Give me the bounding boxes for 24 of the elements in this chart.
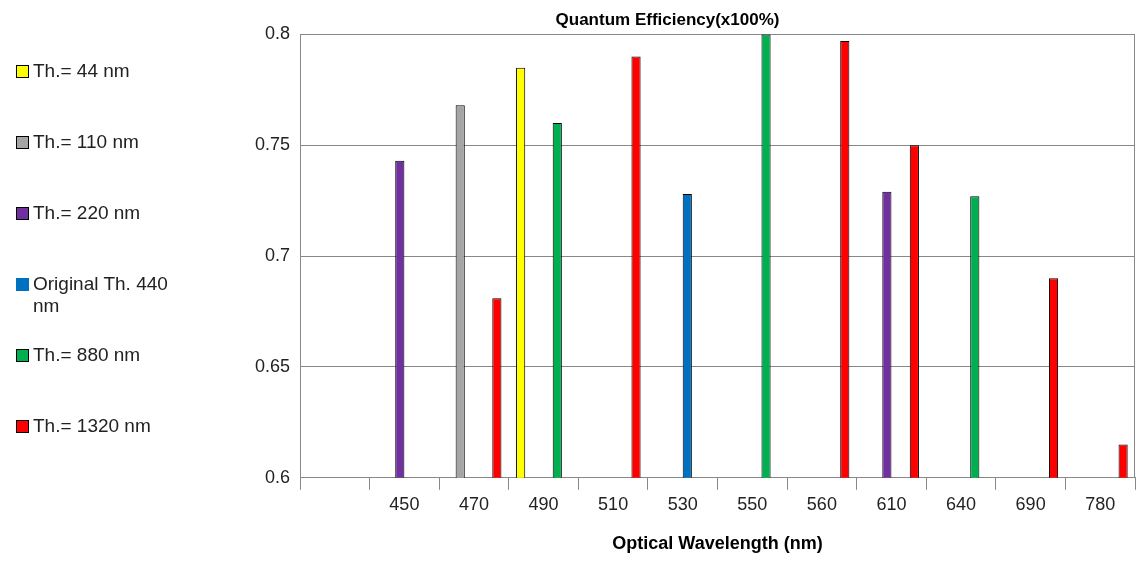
x-tick-label: 510 bbox=[598, 493, 629, 514]
x-tick-label: 530 bbox=[667, 493, 698, 514]
legend-label: Th.= 44 nm bbox=[33, 60, 131, 82]
chart-title: Quantum Efficiency(x100%) bbox=[555, 9, 780, 29]
legend-label: Th.= 220 nm bbox=[33, 202, 142, 224]
x-tick-label: 550 bbox=[737, 493, 768, 514]
y-tick-label: 0.8 bbox=[264, 23, 290, 44]
x-tick-label: 490 bbox=[528, 493, 559, 514]
y-tick-label: 0.65 bbox=[254, 355, 290, 376]
legend-label: Th.= 880 nm bbox=[33, 344, 142, 366]
x-tick-label: 780 bbox=[1085, 493, 1116, 514]
x-axis-title: Optical Wavelength (nm) bbox=[612, 533, 823, 554]
x-tick-label: 560 bbox=[806, 493, 837, 514]
y-tick-label: 0.7 bbox=[264, 245, 290, 266]
legend-label: Th.= 1320 nm bbox=[33, 415, 152, 437]
x-tick-label: 640 bbox=[946, 493, 977, 514]
x-tick-label: 690 bbox=[1015, 493, 1046, 514]
x-tick-label: 450 bbox=[389, 493, 420, 514]
legend-label: Th.= 110 nm bbox=[33, 131, 140, 153]
x-tick-label: 610 bbox=[876, 493, 907, 514]
legend-label: Original Th. 440 nm bbox=[33, 273, 169, 317]
x-tick-label: 470 bbox=[458, 493, 489, 514]
y-tick-label: 0.6 bbox=[264, 466, 290, 487]
y-tick-label: 0.75 bbox=[254, 134, 290, 155]
